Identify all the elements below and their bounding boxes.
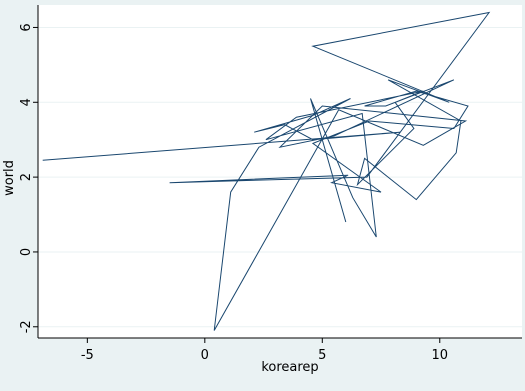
grid (38, 26, 522, 328)
y-axis-label: world (2, 160, 17, 196)
y-tick-label-4: 6 (19, 23, 34, 31)
x-tick-label-2: 5 (318, 348, 326, 363)
x-tick-label-0: -5 (81, 348, 94, 363)
x-axis-label: korearep (261, 360, 318, 375)
y-tick-label-0: -2 (19, 320, 34, 333)
x-tick-label-1: 0 (201, 348, 209, 363)
x-tick-label-3: 10 (431, 348, 448, 363)
x-axis-ticks: -505101 (81, 338, 448, 363)
series (42, 11, 491, 331)
y-tick-label-1: 0 (19, 248, 34, 256)
y-tick-label-3: 4 (19, 98, 34, 106)
y-tick-label-2: 2 (19, 173, 34, 181)
y-axis-ticks: -2 0 2 4 6 (19, 23, 38, 333)
plot-area (38, 5, 522, 338)
series-line-0 (42, 11, 491, 331)
